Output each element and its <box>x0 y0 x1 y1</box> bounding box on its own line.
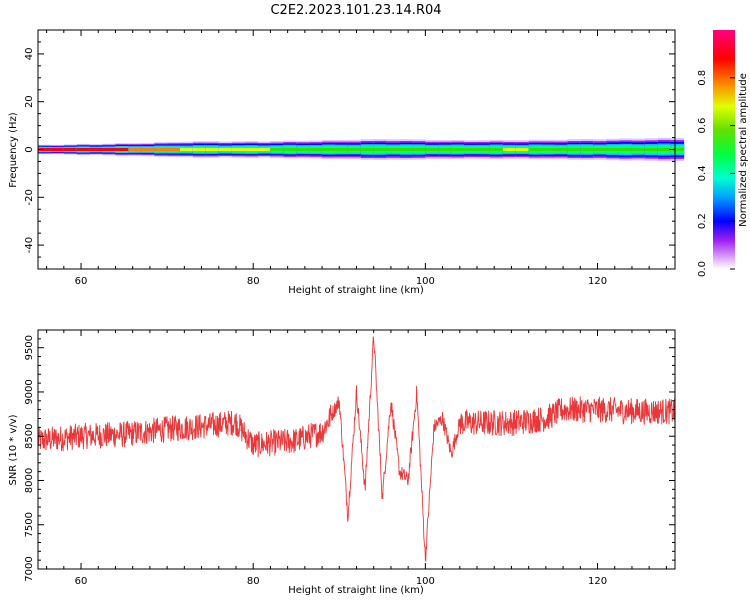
spectrogram-peak <box>425 148 439 151</box>
x-tick-label: 80 <box>247 276 260 287</box>
spectrogram-peak <box>593 148 607 151</box>
spectrogram-peak <box>489 148 504 151</box>
spectral-band <box>38 137 685 162</box>
y-tick-label: 7000 <box>24 556 35 581</box>
spectrogram-peak <box>167 148 181 151</box>
x-tick-label: 80 <box>247 576 260 587</box>
spectrogram-peak <box>115 148 129 151</box>
spectrogram-peak <box>283 148 297 151</box>
colorbar-label: Normalized spectral amplitude <box>738 73 749 227</box>
x-tick-label: 120 <box>588 576 607 587</box>
snr-ticks: 60 80 100 120 7000 7500 8000 8500 9000 9500 <box>24 329 675 587</box>
spectrogram-peak <box>244 148 259 151</box>
spectrogram-peak <box>192 148 207 151</box>
colorbar-tick-label: 0.8 <box>697 70 708 86</box>
spectrogram-peak <box>154 148 168 151</box>
spectrogram-peak <box>102 148 116 151</box>
snr-frame <box>37 329 676 570</box>
spectrogram-peak <box>334 148 349 151</box>
spectrogram-peak <box>399 148 413 151</box>
snr-xlabel: Height of straight line (km) <box>288 585 424 596</box>
spectrogram-peak <box>218 148 233 151</box>
x-tick-label: 100 <box>416 276 435 287</box>
spectrogram-peak <box>231 148 246 151</box>
y-tick-label: 9500 <box>24 335 35 360</box>
spectrogram-peak <box>63 148 78 151</box>
spectrogram-peak <box>373 148 388 151</box>
spectrogram-peak <box>76 148 91 151</box>
y-tick-label: 40 <box>24 48 35 61</box>
y-tick-label: 8500 <box>24 423 35 448</box>
spectrogram-peak <box>205 148 220 151</box>
y-tick-label: 0 <box>24 146 35 152</box>
y-tick-label: -40 <box>24 237 35 253</box>
spectrogram-peak <box>128 148 142 151</box>
spectrogram-peak <box>347 148 362 151</box>
spectrogram-peak <box>438 148 452 151</box>
spectrogram-peak <box>257 148 271 151</box>
colorbar-tick-label: 0.6 <box>697 118 708 134</box>
spectrogram-panel: 60 80 100 120 -40 -20 0 20 40 Height of straight… <box>8 29 685 296</box>
spectrogram-peak <box>360 148 375 151</box>
snr-panel: 60 80 100 120 7000 7500 8000 8500 9000 9500 Heigh… <box>8 329 676 596</box>
spectrogram-ylabel: Frequency (Hz) <box>8 112 19 188</box>
spectrogram-ticks: 60 80 100 120 -40 -20 0 20 40 <box>24 29 675 287</box>
spectrogram-peak <box>477 148 491 151</box>
x-tick-label: 100 <box>416 576 435 587</box>
figure-title: C2E2.2023.101.23.14.R04 <box>270 3 441 18</box>
spectrogram-peak <box>451 148 465 151</box>
colorbar-tick-label: 0.4 <box>697 165 708 181</box>
spectrogram-peak <box>270 148 284 151</box>
spectrogram-peak <box>309 148 323 151</box>
spectrogram-peak <box>502 148 517 151</box>
y-tick-label: 8000 <box>24 468 35 493</box>
spectrogram-peak <box>141 148 155 151</box>
y-tick-label: 9000 <box>24 379 35 404</box>
spectrogram-peak <box>38 148 52 151</box>
spectrogram-xlabel: Height of straight line (km) <box>288 285 424 296</box>
colorbar-tick-label: 0.0 <box>697 261 708 277</box>
spectrogram-peak <box>580 148 594 151</box>
spectrogram-peak <box>670 148 685 151</box>
spectrogram-peak <box>296 148 310 151</box>
spectrogram-peak <box>657 148 672 151</box>
y-tick-label: 20 <box>24 95 35 108</box>
spectrogram-peak <box>644 148 659 151</box>
spectrogram-peak <box>619 148 633 151</box>
spectrogram-peak <box>322 148 336 151</box>
spectrogram-peak <box>528 148 543 151</box>
x-tick-label: 60 <box>75 576 88 587</box>
spectrogram-peak <box>606 148 620 151</box>
y-tick-label: 7500 <box>24 512 35 537</box>
spectrogram-peak <box>541 148 555 151</box>
snr-ylabel: SNR (10 * v/v) <box>8 414 19 485</box>
snr-series-line <box>37 336 676 562</box>
spectrogram-peak <box>386 148 401 151</box>
spectrogram-peak <box>554 148 568 151</box>
colorbar-ticks: 0.0 0.2 0.4 0.6 0.8 <box>697 70 735 277</box>
spectrogram-peak <box>515 148 530 151</box>
spectrogram-peak <box>180 148 194 151</box>
x-tick-label: 60 <box>75 276 88 287</box>
spectrogram-peak <box>631 148 646 151</box>
spectrogram-peak <box>89 148 104 151</box>
y-tick-label: -20 <box>24 189 35 205</box>
spectrogram-peak <box>50 148 65 151</box>
colorbar-gradient <box>713 30 735 269</box>
colorbar-tick-label: 0.2 <box>697 213 708 229</box>
spectrogram-peak <box>567 148 581 151</box>
x-tick-label: 120 <box>588 276 607 287</box>
spectrogram-peak <box>464 148 478 151</box>
spectrogram-peak <box>412 148 426 151</box>
colorbar: 0.0 0.2 0.4 0.6 0.8 Normalized spectral ampl… <box>697 30 749 277</box>
